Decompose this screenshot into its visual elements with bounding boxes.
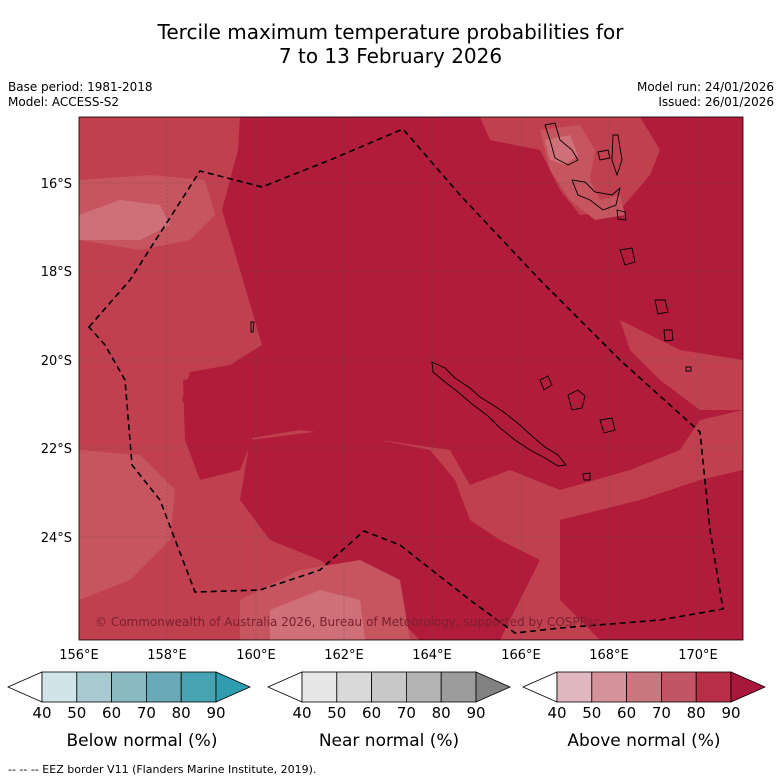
colorbar-tick-label: 50 bbox=[67, 704, 87, 722]
lon-tick-label: 156°E bbox=[59, 648, 99, 663]
colorbar-tick-label: 80 bbox=[431, 704, 451, 722]
lon-tick-label: 160°E bbox=[236, 648, 276, 663]
lon-tick-label: 164°E bbox=[412, 648, 452, 663]
colorbar-segment bbox=[301, 671, 338, 703]
colorbar-max-triangle bbox=[475, 671, 511, 703]
loyalty-island-3 bbox=[539, 375, 553, 391]
lat-tick-labels: 16°S 18°S 20°S 22°S 24°S bbox=[41, 177, 72, 546]
colorbar-min-triangle bbox=[522, 671, 558, 703]
region-above-80-south bbox=[240, 430, 540, 640]
vanuatu-island-1 bbox=[597, 149, 611, 161]
colorbar-tick-label: 90 bbox=[721, 704, 741, 722]
colorbar-tick-label: 40 bbox=[32, 704, 52, 722]
chesterfield-island bbox=[250, 321, 255, 333]
lon-tick-label: 166°E bbox=[501, 648, 541, 663]
colorbar-segment bbox=[626, 671, 662, 703]
vanuatu-island-3 bbox=[616, 209, 627, 221]
colorbar-tick-label: 50 bbox=[582, 704, 602, 722]
colorbar-max-triangle bbox=[215, 671, 251, 703]
lat-tick-label: 18°S bbox=[41, 265, 72, 280]
colorbar-max-triangle bbox=[730, 671, 766, 703]
map-frame bbox=[78, 116, 744, 641]
footer-eez-note: -- -- -- EEZ border V11 (Flanders Marine… bbox=[8, 763, 317, 776]
colorbar-tick-label: 70 bbox=[651, 704, 671, 722]
vanuatu-efate bbox=[571, 179, 621, 211]
colorbar-tick-label: 90 bbox=[206, 704, 226, 722]
title-line-1: Tercile maximum temperature probabilitie… bbox=[157, 20, 624, 44]
colorbar-segment bbox=[371, 671, 407, 703]
model-name: Model: ACCESS-S2 bbox=[8, 95, 120, 109]
copyright-notice: © Commonwealth of Australia 2026, Bureau… bbox=[95, 615, 600, 629]
small-island-1 bbox=[685, 366, 692, 372]
colorbar-min-triangle bbox=[267, 671, 303, 703]
eez-border bbox=[87, 128, 724, 634]
colorbar-segment bbox=[440, 671, 477, 703]
colorbar-min-triangle bbox=[7, 671, 43, 703]
colorbar-tick-label: 70 bbox=[136, 704, 156, 722]
colorbar-below bbox=[7, 671, 251, 703]
legend-near-normal: Near normal (%) bbox=[318, 731, 460, 751]
lon-tick-label: 162°E bbox=[324, 648, 364, 663]
legend-above-normal: Above normal (%) bbox=[567, 731, 721, 751]
lat-tick-label: 24°S bbox=[41, 531, 72, 546]
region-above-80-east bbox=[560, 470, 743, 640]
colorbar-tick-label: 80 bbox=[686, 704, 706, 722]
loyalty-islands bbox=[567, 389, 586, 411]
model-run: Model run: 24/01/2026 bbox=[636, 80, 774, 94]
title-line-2: 7 to 13 February 2026 bbox=[278, 44, 503, 68]
colorbar-segment bbox=[76, 671, 113, 703]
colorbar-segment bbox=[556, 671, 593, 703]
gridlines bbox=[79, 117, 743, 640]
colorbar-tick-label: 40 bbox=[547, 704, 567, 722]
meta-right: Model run: 24/01/2026 Issued: 26/01/2026 bbox=[637, 80, 774, 110]
colorbar-segment bbox=[336, 671, 372, 703]
region-above-50-nw bbox=[79, 200, 170, 240]
colorbar-segment bbox=[41, 671, 78, 703]
vanuatu-aneityum bbox=[654, 299, 669, 315]
lat-tick-label: 20°S bbox=[41, 354, 72, 369]
colorbar-tick-label: 70 bbox=[396, 704, 416, 722]
colorbar-segment bbox=[661, 671, 697, 703]
lat-tick-label: 16°S bbox=[41, 177, 72, 192]
base-period: Base period: 1981-2018 bbox=[8, 80, 153, 94]
vanuatu-santo bbox=[544, 122, 579, 166]
loyalty-island-2 bbox=[599, 417, 616, 434]
region-above-70-east-mid bbox=[620, 320, 743, 410]
colorbar-tick-label: 50 bbox=[327, 704, 347, 722]
lon-tick-labels: 156°E 158°E 160°E 162°E 164°E 166°E 168°E 170°E bbox=[59, 648, 718, 663]
new-caledonia-island bbox=[431, 361, 567, 467]
colorbar-segment bbox=[591, 671, 627, 703]
land-outlines bbox=[250, 122, 692, 481]
vanuatu-tanna bbox=[619, 247, 636, 266]
issued-date: Issued: 26/01/2026 bbox=[658, 95, 774, 109]
lat-tick-label: 22°S bbox=[41, 442, 72, 457]
lon-tick-label: 170°E bbox=[678, 648, 718, 663]
vanuatu-island-4 bbox=[663, 329, 674, 342]
colorbar-segment bbox=[695, 671, 732, 703]
meta-left: Base period: 1981-2018 Model: ACCESS-S2 bbox=[8, 80, 153, 110]
vanuatu-island-2 bbox=[611, 134, 623, 177]
lon-tick-label: 158°E bbox=[147, 648, 187, 663]
colorbar-tick-label: 40 bbox=[292, 704, 312, 722]
region-above-80-west bbox=[183, 348, 310, 480]
colorbar-segment bbox=[405, 671, 442, 703]
colorbar-tick-label: 90 bbox=[466, 704, 486, 722]
colorbar-tick-label: 80 bbox=[171, 704, 191, 722]
region-above-50-ne bbox=[545, 135, 578, 165]
colorbar-above bbox=[522, 671, 766, 703]
lon-tick-label: 168°E bbox=[589, 648, 629, 663]
colorbar-tick-label: 60 bbox=[102, 704, 122, 722]
colorbar-segment bbox=[111, 671, 147, 703]
colorbar-near bbox=[267, 671, 511, 703]
isle-of-pines bbox=[582, 472, 591, 481]
colorbar-segment bbox=[180, 671, 217, 703]
legend-below-normal: Below normal (%) bbox=[66, 731, 218, 751]
region-above-50-south bbox=[270, 590, 365, 640]
colorbar-tick-label: 60 bbox=[362, 704, 382, 722]
colorbar-segment bbox=[145, 671, 182, 703]
region-above-70-west bbox=[79, 117, 743, 640]
colorbar-legend bbox=[7, 671, 766, 703]
colorbar-tick-label: 60 bbox=[617, 704, 637, 722]
